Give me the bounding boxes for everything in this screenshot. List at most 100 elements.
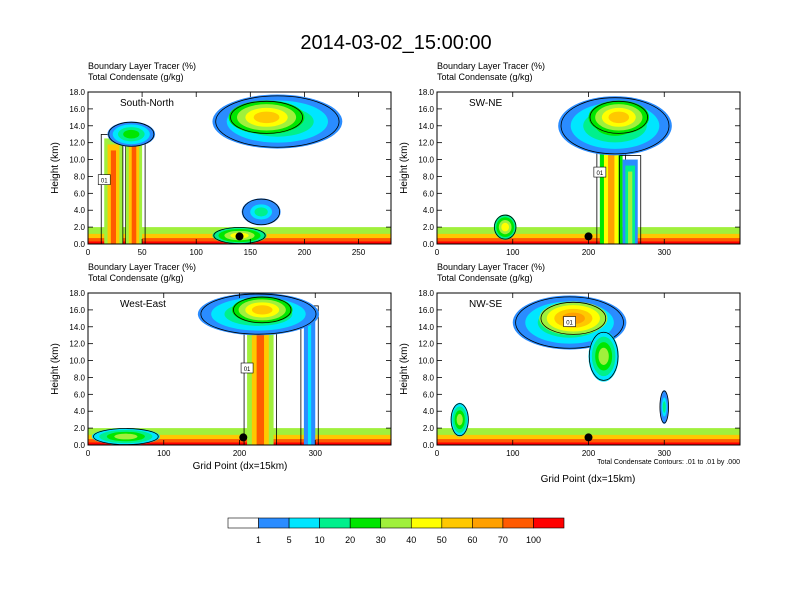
condensate-contour [230, 100, 303, 134]
colorbar-label: 5 [287, 535, 292, 545]
x-tick-label: 0 [86, 449, 91, 458]
colorbar-swatch [227, 517, 259, 529]
plot-area [437, 295, 740, 445]
x-tick-label: 0 [435, 248, 440, 257]
colorbar-label: 10 [315, 535, 325, 545]
colorbar-swatch [410, 517, 443, 529]
cloud-region [254, 207, 268, 217]
cloud-region [662, 401, 666, 413]
y-tick-label: 10.0 [418, 357, 434, 366]
x-tick-label: 200 [298, 248, 312, 257]
colorbar-label: 20 [345, 535, 355, 545]
cloud-region [114, 433, 138, 440]
y-tick-label: 14.0 [69, 122, 85, 131]
x-tick-label: 100 [190, 248, 204, 257]
condensate-contour [588, 331, 619, 381]
condensate-contour [560, 97, 670, 155]
y-tick-label: 2.0 [423, 424, 435, 433]
y-tick-label: 0.0 [74, 240, 86, 249]
colorbar-swatch [441, 517, 473, 529]
condensate-contour [233, 296, 292, 324]
plot-area [88, 94, 391, 244]
y-tick-label: 10.0 [69, 357, 85, 366]
cloud-region [456, 413, 463, 426]
y-tick-label: 12.0 [69, 139, 85, 148]
condensate-contour [242, 198, 281, 226]
plot-area [88, 293, 391, 445]
tracer-label: Boundary Layer Tracer (%) [88, 61, 196, 71]
condensate-contour [515, 296, 624, 349]
condensate-contour [589, 100, 648, 134]
y-tick-label: 4.0 [423, 206, 435, 215]
cross-section-center-marker [584, 433, 593, 442]
colorbar-swatch [502, 517, 534, 529]
updraft-column [307, 321, 312, 445]
y-tick-label: 4.0 [423, 407, 435, 416]
updraft-column [110, 150, 117, 244]
y-tick-label: 0.0 [423, 441, 435, 450]
y-tick-label: 18.0 [69, 88, 85, 97]
colorbar-label: 40 [406, 535, 416, 545]
cross-section-center-marker [239, 433, 248, 442]
tracer-label: Boundary Layer Tracer (%) [437, 61, 545, 71]
updraft-column [256, 330, 265, 445]
cloud-region [501, 222, 510, 232]
contour-tag-box [563, 316, 576, 327]
cross-section-center-marker [584, 232, 593, 241]
panel-name: West-East [120, 299, 166, 310]
y-tick-label: 16.0 [418, 306, 434, 315]
y-axis-label: Height (km) [50, 142, 61, 194]
panel-sw-ne: 0.0 2.0 4.0 6.0 8.0 10.0 12.0 14.0 16.0 18.0 0 100 2… [399, 61, 741, 257]
x-tick-label: 200 [582, 248, 596, 257]
colorbar-label: 70 [498, 535, 508, 545]
x-tick-label: 0 [435, 449, 440, 458]
condensate-contour [540, 301, 607, 335]
colorbar-label: 30 [376, 535, 386, 545]
condensate-contour [450, 403, 469, 437]
x-tick-label: 50 [138, 248, 147, 257]
condensate-contour [659, 390, 669, 424]
x-tick-label: 100 [506, 449, 520, 458]
x-tick-label: 300 [658, 248, 672, 257]
y-tick-label: 8.0 [74, 172, 86, 181]
y-tick-label: 0.0 [423, 240, 435, 249]
cloud-region [598, 347, 609, 365]
y-tick-label: 12.0 [418, 340, 434, 349]
y-tick-label: 14.0 [418, 122, 434, 131]
y-tick-label: 18.0 [418, 88, 434, 97]
y-tick-label: 10.0 [69, 156, 85, 165]
y-tick-label: 4.0 [74, 206, 86, 215]
x-tick-label: 0 [86, 248, 91, 257]
x-tick-label: 200 [582, 449, 596, 458]
condensate-label: Total Condensate (g/kg) [88, 72, 184, 82]
y-tick-label: 6.0 [74, 189, 86, 198]
y-tick-label: 18.0 [69, 289, 85, 298]
x-tick-label: 200 [233, 449, 247, 458]
condensate-label: Total Condensate (g/kg) [88, 273, 184, 283]
y-axis-label: Height (km) [50, 343, 61, 395]
colorbar-swatch [533, 517, 565, 529]
contour-tag: 01 [101, 179, 108, 185]
y-tick-label: 16.0 [69, 105, 85, 114]
contour-tag: 01 [566, 321, 573, 327]
x-tick-label: 250 [352, 248, 366, 257]
x-tick-label: 100 [506, 248, 520, 257]
condensate-contour [108, 121, 155, 147]
y-tick-label: 10.0 [418, 156, 434, 165]
y-axis-label: Height (km) [399, 343, 410, 395]
condensate-contour [200, 293, 317, 335]
colorbar-label: 100 [526, 535, 541, 545]
y-tick-label: 2.0 [74, 223, 86, 232]
condensate-contour [493, 214, 517, 240]
panel-south-north: 0.0 2.0 4.0 6.0 8.0 10.0 12.0 14.0 16.0 18.0 0 50 10… [50, 61, 392, 257]
y-tick-label: 8.0 [423, 373, 435, 382]
y-tick-label: 6.0 [74, 390, 86, 399]
x-tick-label: 150 [244, 248, 258, 257]
y-tick-label: 2.0 [74, 424, 86, 433]
plot-frame [87, 91, 392, 245]
colorbar-label: 60 [467, 535, 477, 545]
plot-area [437, 96, 740, 244]
updraft-column [131, 142, 137, 244]
updraft-column [608, 137, 615, 244]
y-tick-label: 14.0 [418, 323, 434, 332]
